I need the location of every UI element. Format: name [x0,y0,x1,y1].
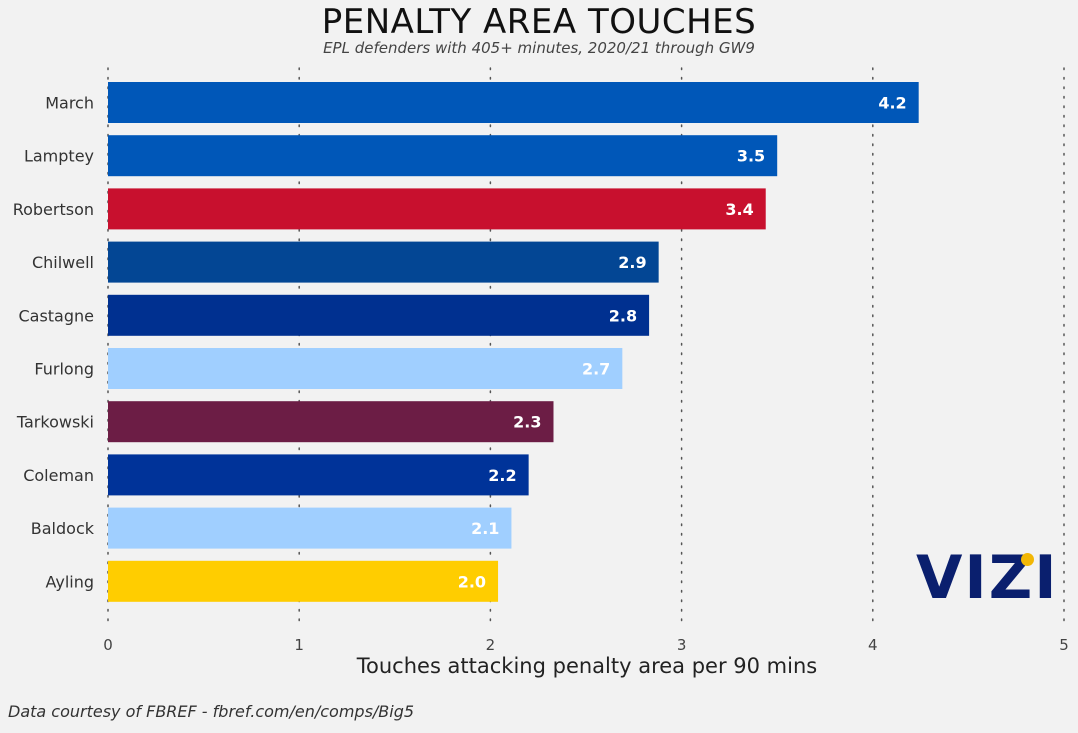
data-label: 2.3 [513,413,541,432]
bar-ayling [108,560,499,602]
data-label: 2.1 [471,519,499,538]
data-label: 2.2 [488,466,516,485]
bar-tarkowski [108,401,554,443]
data-label: 2.7 [582,360,610,379]
x-tick-label: 1 [294,636,304,654]
bar-robertson [108,188,766,230]
y-tick-label: Coleman [23,466,94,485]
vizi-logo: VIZI [916,543,1059,613]
y-tick-label: Baldock [31,519,95,538]
y-tick-label: Robertson [13,200,94,219]
data-label: 3.4 [725,200,753,219]
y-tick-label: Tarkowski [16,413,94,432]
data-label: 3.5 [737,147,765,166]
source-note: Data courtesy of FBREF - fbref.com/en/co… [8,702,415,721]
y-tick-label: Ayling [45,572,94,591]
y-tick-label: Chilwell [32,253,94,272]
bar-lamptey [108,135,778,177]
bar-castagne [108,294,650,336]
bar-furlong [108,348,623,389]
data-label: 2.8 [609,306,637,325]
bar-baldock [108,507,512,549]
y-tick-label: Furlong [34,360,94,379]
bar-chilwell [108,241,659,283]
x-tick-label: 4 [868,636,878,654]
logo-dot-icon [1021,553,1034,566]
y-tick-label: Lamptey [24,147,94,166]
bar-march [108,82,919,123]
x-tick-label: 3 [677,636,687,654]
y-tick-label: March [45,94,94,113]
data-label: 2.0 [458,572,486,591]
x-tick-label: 5 [1059,636,1069,654]
x-axis-label: Touches attacking penalty area per 90 mi… [356,654,817,678]
chart-subtitle: EPL defenders with 405+ minutes, 2020/21… [323,39,755,57]
bar-coleman [108,454,529,496]
data-label: 4.2 [878,94,906,113]
y-tick-label: Castagne [18,306,94,325]
x-tick-label: 0 [103,636,113,654]
chart-title: PENALTY AREA TOUCHES [321,2,757,42]
data-label: 2.9 [618,253,646,272]
x-tick-label: 2 [486,636,496,654]
